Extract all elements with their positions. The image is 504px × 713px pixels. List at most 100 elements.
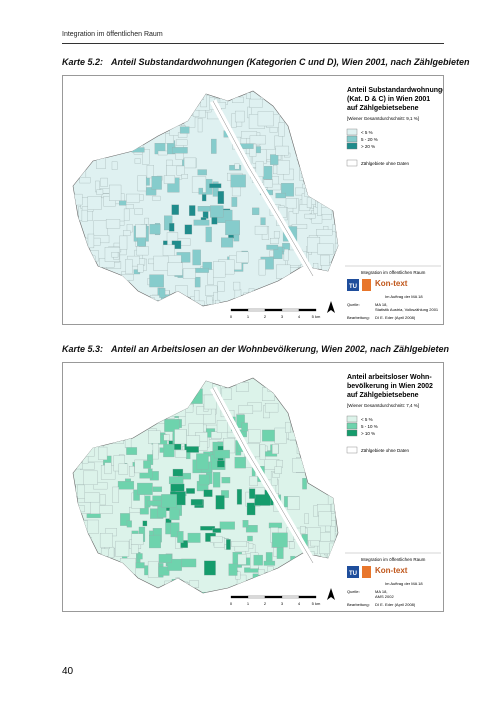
credit-client: Im Auftrag der MA 18: [385, 581, 423, 586]
district: [259, 444, 266, 460]
district: [111, 136, 122, 143]
legend-item: > 20 %: [361, 144, 375, 149]
district: [117, 481, 135, 490]
district: [180, 540, 188, 548]
district: [270, 154, 279, 165]
map-caption: Karte 5.3: Anteil an Arbeitslosen an der …: [62, 344, 449, 354]
district: [109, 125, 116, 136]
district: [128, 132, 143, 144]
credit-source: AMS 2002: [375, 594, 394, 599]
district: [96, 189, 104, 195]
district: [188, 300, 205, 306]
district: [336, 491, 338, 503]
district: [74, 548, 86, 565]
credit-kontext: Kon-text: [375, 566, 408, 575]
district: [318, 470, 333, 478]
credit-editor-label: Bearbeitung:: [347, 602, 370, 607]
district: [294, 108, 300, 117]
district: [151, 389, 162, 396]
district: [96, 406, 109, 412]
district: [335, 269, 338, 282]
district: [119, 200, 127, 206]
district: [120, 513, 131, 526]
map-box: Anteil Substandardwohnungen (Kat. D & C) …: [62, 75, 450, 325]
district: [76, 462, 83, 470]
district: [81, 138, 97, 144]
district: [262, 429, 276, 442]
district: [176, 165, 185, 176]
district: [115, 422, 128, 434]
district: [233, 281, 241, 291]
district: [264, 403, 279, 413]
district: [144, 302, 151, 306]
scale-label: 1: [247, 314, 250, 319]
district: [197, 118, 203, 133]
district: [175, 139, 188, 146]
header-title: Integration im öffentlichen Raum: [62, 31, 163, 38]
district: [175, 401, 187, 411]
district: [76, 537, 92, 546]
district: [104, 562, 117, 578]
district: [163, 444, 175, 458]
district: [87, 407, 97, 420]
district: [83, 378, 94, 392]
district: [144, 217, 149, 225]
district: [189, 580, 199, 588]
district: [107, 133, 117, 146]
district: [131, 544, 139, 554]
district: [164, 419, 180, 432]
district: [125, 258, 133, 275]
district: [79, 177, 91, 184]
district: [271, 532, 288, 548]
district: [252, 573, 260, 585]
district: [179, 378, 197, 395]
district: [131, 116, 139, 133]
district: [159, 288, 166, 298]
district: [241, 422, 248, 432]
scale-segment: [230, 308, 249, 312]
district: [226, 539, 231, 550]
scale-label: 5 km: [312, 314, 321, 319]
district: [328, 262, 338, 270]
district: [170, 522, 180, 538]
district: [323, 141, 338, 148]
district: [87, 408, 99, 424]
district: [210, 536, 223, 543]
legend-swatch: [346, 142, 358, 150]
district: [128, 402, 144, 407]
district: [121, 102, 137, 108]
district: [321, 389, 338, 398]
district: [252, 290, 259, 305]
district: [129, 466, 135, 477]
district: [249, 476, 258, 487]
district: [284, 390, 297, 401]
district: [304, 126, 309, 142]
district: [84, 440, 95, 446]
district: [333, 180, 338, 188]
district: [76, 118, 85, 130]
district: [205, 226, 212, 243]
district: [134, 208, 143, 215]
district: [322, 123, 331, 131]
scale-segment: [247, 308, 266, 312]
district: [306, 421, 318, 433]
legend-swatch: [346, 135, 358, 143]
district: [299, 165, 316, 181]
district: [186, 388, 203, 404]
scale-label: 3: [281, 314, 284, 319]
district: [272, 444, 279, 454]
district: [179, 380, 188, 389]
district: [100, 299, 115, 306]
district: [171, 578, 182, 585]
district: [330, 472, 338, 478]
district: [258, 569, 265, 576]
district: [190, 93, 195, 104]
district: [328, 92, 338, 104]
tu-logo: [347, 279, 359, 291]
district: [124, 437, 132, 449]
district: [315, 116, 329, 129]
district: [305, 433, 316, 446]
district: [203, 394, 217, 410]
district: [100, 94, 107, 108]
district: [157, 378, 169, 393]
